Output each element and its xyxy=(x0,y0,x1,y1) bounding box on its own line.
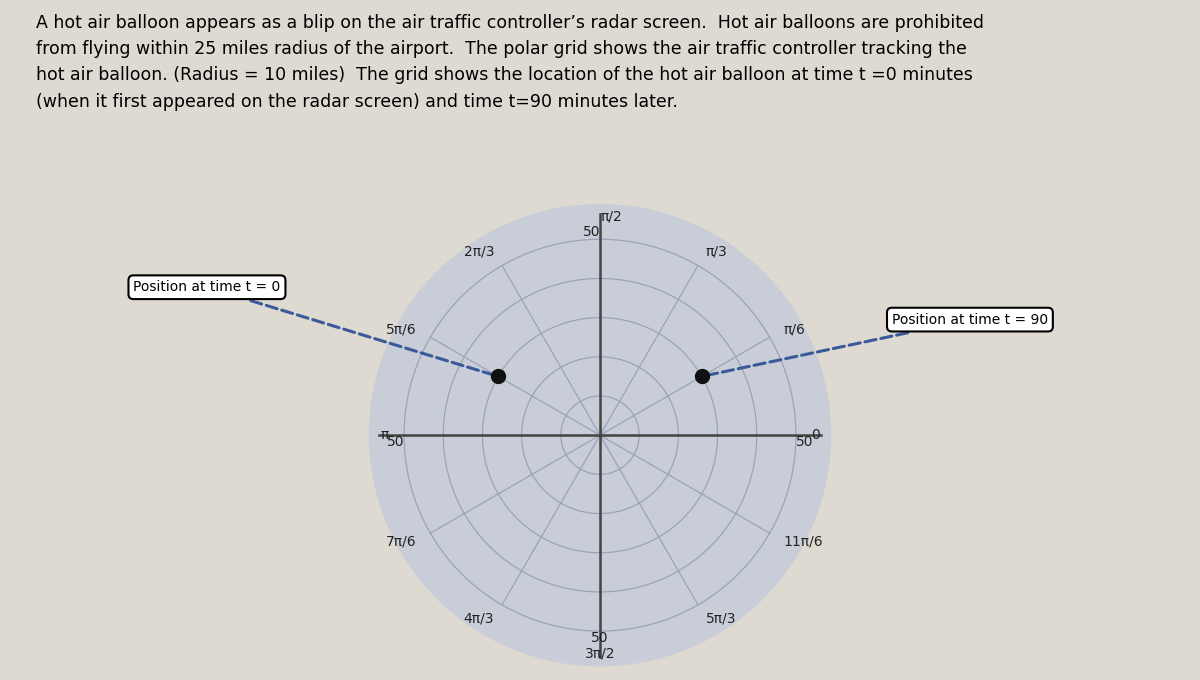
Text: 0: 0 xyxy=(811,428,821,442)
Text: 5π/3: 5π/3 xyxy=(706,611,737,626)
Text: 5π/6: 5π/6 xyxy=(386,322,416,337)
Text: 50: 50 xyxy=(582,225,600,239)
Text: Position at time t = 0: Position at time t = 0 xyxy=(133,280,496,375)
Text: Position at time t = 90: Position at time t = 90 xyxy=(704,313,1048,376)
Text: 2π/3: 2π/3 xyxy=(463,245,494,259)
Text: 7π/6: 7π/6 xyxy=(386,534,416,548)
Text: A hot air balloon appears as a blip on the air traffic controller’s radar screen: A hot air balloon appears as a blip on t… xyxy=(36,14,984,111)
Text: 50: 50 xyxy=(592,631,608,645)
Text: π: π xyxy=(380,428,389,442)
Text: π/6: π/6 xyxy=(784,322,805,337)
Text: 4π/3: 4π/3 xyxy=(463,611,494,626)
Text: π/3: π/3 xyxy=(706,245,727,259)
Text: 11π/6: 11π/6 xyxy=(784,534,823,548)
Text: 50: 50 xyxy=(796,435,814,449)
Text: 3π/2: 3π/2 xyxy=(584,647,616,661)
Text: 50: 50 xyxy=(386,435,404,449)
Text: π/2: π/2 xyxy=(600,209,622,224)
Point xyxy=(692,371,712,382)
Point xyxy=(488,371,508,382)
